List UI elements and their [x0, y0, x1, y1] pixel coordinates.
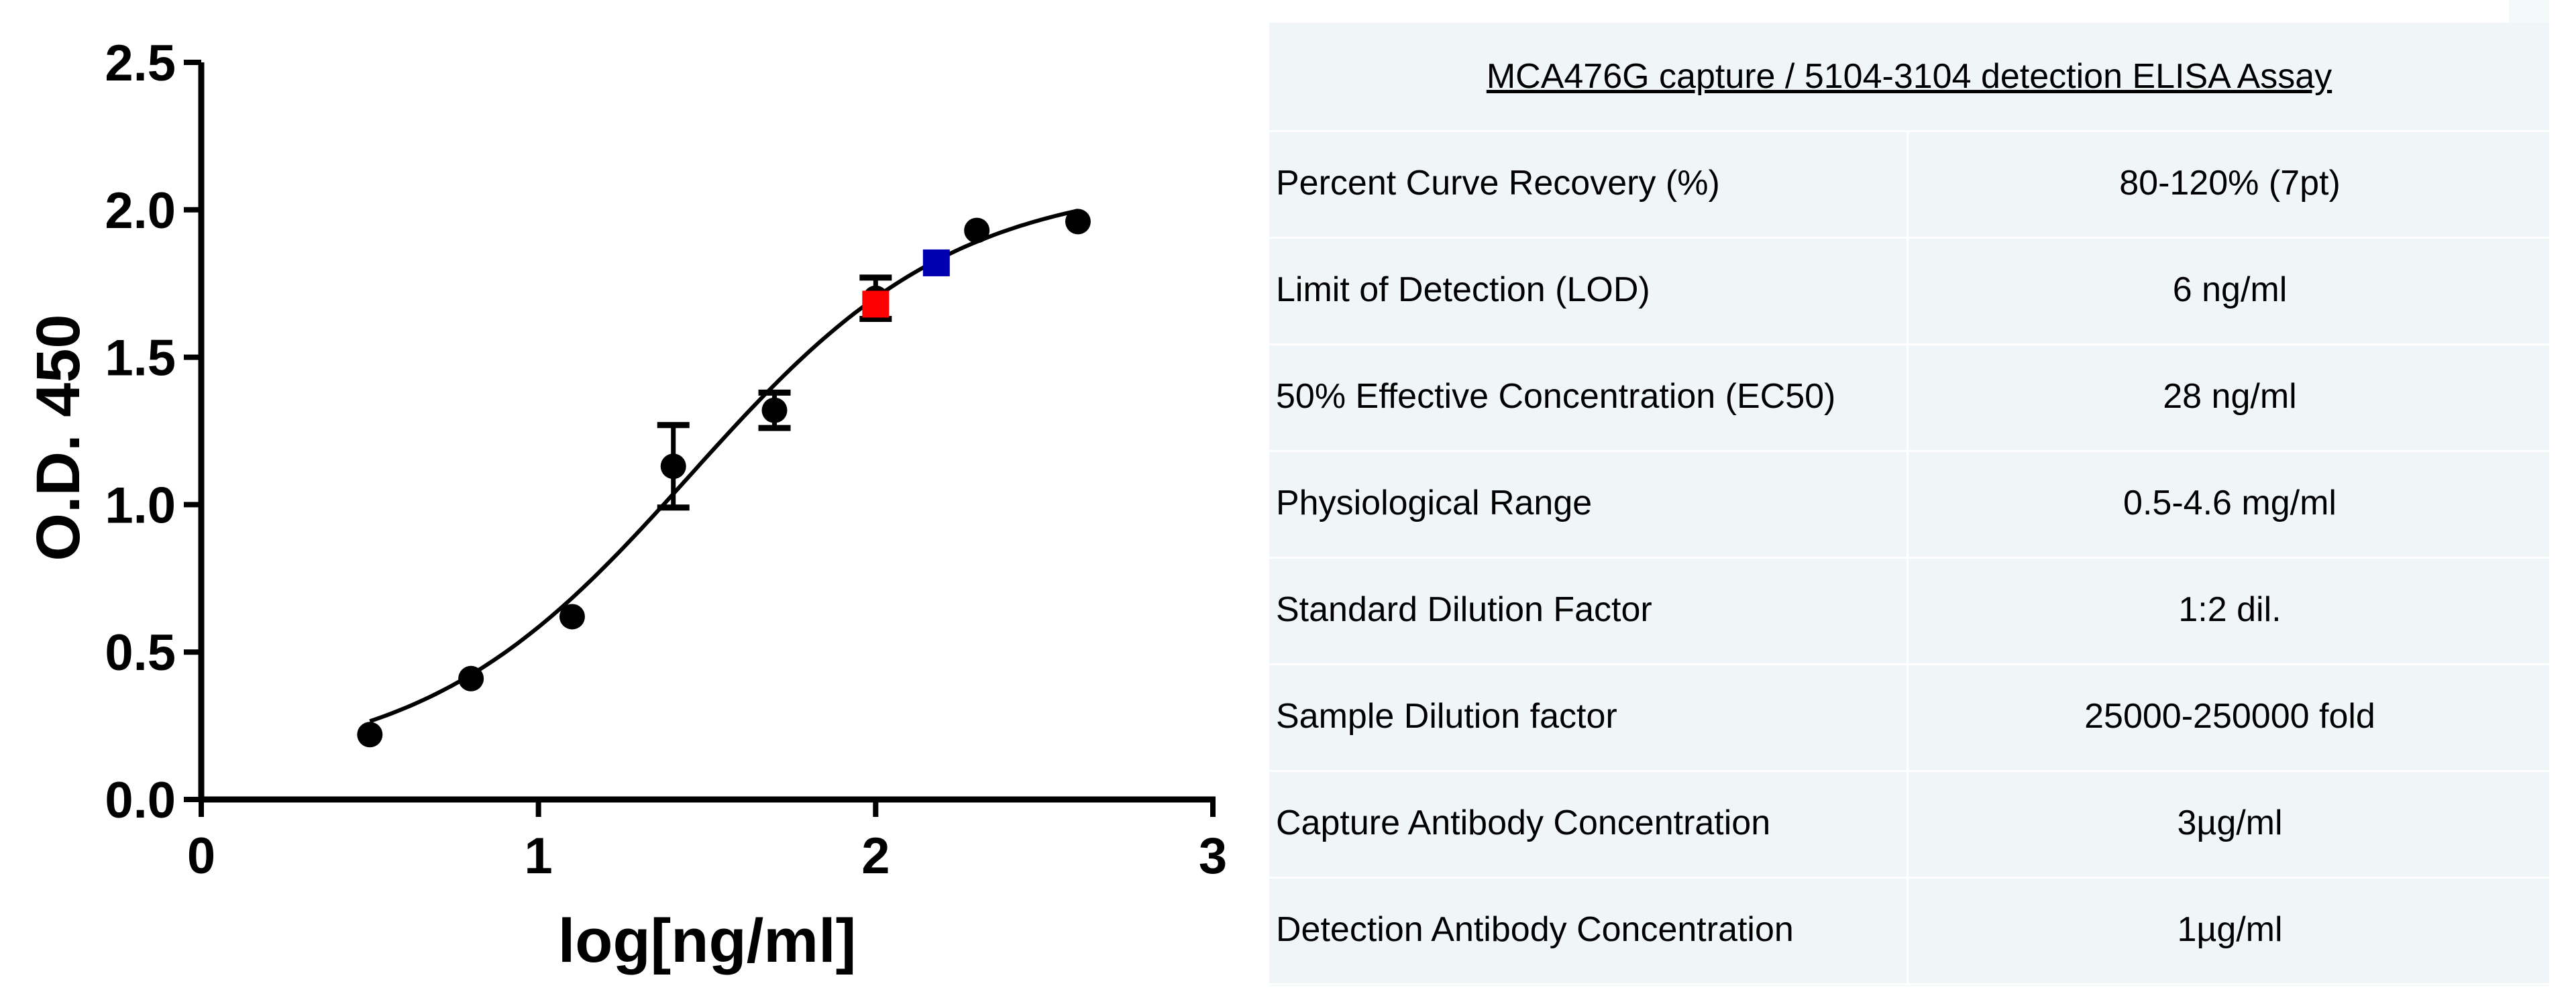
info-row-value: 28 ng/ml — [1907, 343, 2551, 450]
info-row: Standard Dilution Factor 1:2 dil. — [1269, 557, 2549, 665]
info-row-value: 0.5-4.6 mg/ml — [1907, 450, 2551, 557]
elisa-standard-curve-chart: 0.0 0.5 1.0 1.5 2.0 2.5 0 1 2 3 log[ng/ml] O.D. 450 — [24, 35, 1227, 975]
info-row: Sample Dilution factor 25000-250000 fold — [1269, 663, 2549, 772]
fit-curve-layer — [369, 209, 1079, 724]
standard-point — [559, 604, 585, 630]
info-row-value: 80-120% (7pt) — [1907, 130, 2551, 237]
info-row-value: 6 ng/ml — [1907, 237, 2551, 343]
axes — [184, 60, 1216, 817]
y-tick-label: 1.0 — [105, 477, 176, 534]
info-row: Limit of Detection (LOD) 6 ng/ml — [1269, 237, 2549, 345]
x-tick-label: 2 — [861, 828, 890, 885]
info-row: Physiological Range 0.5-4.6 mg/ml — [1269, 450, 2549, 559]
data-points-layer — [357, 209, 1091, 748]
info-row-label: Capture Antibody Concentration — [1276, 803, 1771, 842]
info-row-value: 3µg/ml — [1907, 770, 2551, 877]
x-axis-title: log[ng/ml] — [558, 907, 857, 975]
panel-title: MCA476G capture / 5104-3104 detection EL… — [1269, 23, 2549, 132]
standard-point — [660, 453, 686, 480]
info-row-label: Physiological Range — [1276, 484, 1593, 522]
x-tick-label: 3 — [1199, 828, 1227, 885]
standard-point — [964, 217, 990, 243]
info-row-label: Percent Curve Recovery (%) — [1276, 164, 1720, 203]
y-tick-label: 0.5 — [105, 624, 176, 681]
info-row: Detection Antibody Concentration 1µg/ml — [1269, 877, 2549, 985]
y-tick-label: 2.0 — [105, 182, 176, 239]
sample-marker — [922, 249, 950, 276]
standard-point — [458, 665, 484, 691]
standard-point — [357, 722, 383, 748]
standard-point — [1065, 209, 1091, 235]
sample-marker — [862, 290, 890, 318]
info-row-label: Sample Dilution factor — [1276, 697, 1617, 736]
info-row-label: Limit of Detection (LOD) — [1276, 270, 1650, 309]
panel-edge-strip — [2509, 0, 2549, 23]
fit-curve-line — [369, 209, 1079, 724]
info-row-value: 25000-250000 fold — [1907, 663, 2551, 770]
info-row-label: 50% Effective Concentration (EC50) — [1276, 377, 1836, 416]
y-tick-label: 0.0 — [105, 772, 176, 829]
info-row-value: 1:2 dil. — [1907, 557, 2551, 663]
info-row-label: Detection Antibody Concentration — [1276, 910, 1794, 949]
y-tick-label: 2.5 — [105, 35, 176, 92]
y-tick-label: 1.5 — [105, 330, 176, 387]
info-row-label: Standard Dilution Factor — [1276, 590, 1652, 629]
standard-point — [761, 397, 788, 423]
x-tick-label: 1 — [525, 828, 553, 885]
info-row: 50% Effective Concentration (EC50) 28 ng/… — [1269, 343, 2549, 452]
info-row-value: 1µg/ml — [1907, 877, 2551, 983]
tick-labels-layer: 0.0 0.5 1.0 1.5 2.0 2.5 0 1 2 3 log[ng/ml] O.D. 450 — [24, 35, 1227, 975]
assay-info-panel: MCA476G capture / 5104-3104 detection EL… — [1269, 23, 2549, 986]
panel-top-strip — [1269, 0, 2549, 23]
info-row: Percent Curve Recovery (%) 80-120% (7pt) — [1269, 130, 2549, 239]
x-tick-label: 0 — [187, 828, 215, 885]
info-row: Capture Antibody Concentration 3µg/ml — [1269, 770, 2549, 879]
y-axis-title: O.D. 450 — [24, 314, 93, 561]
